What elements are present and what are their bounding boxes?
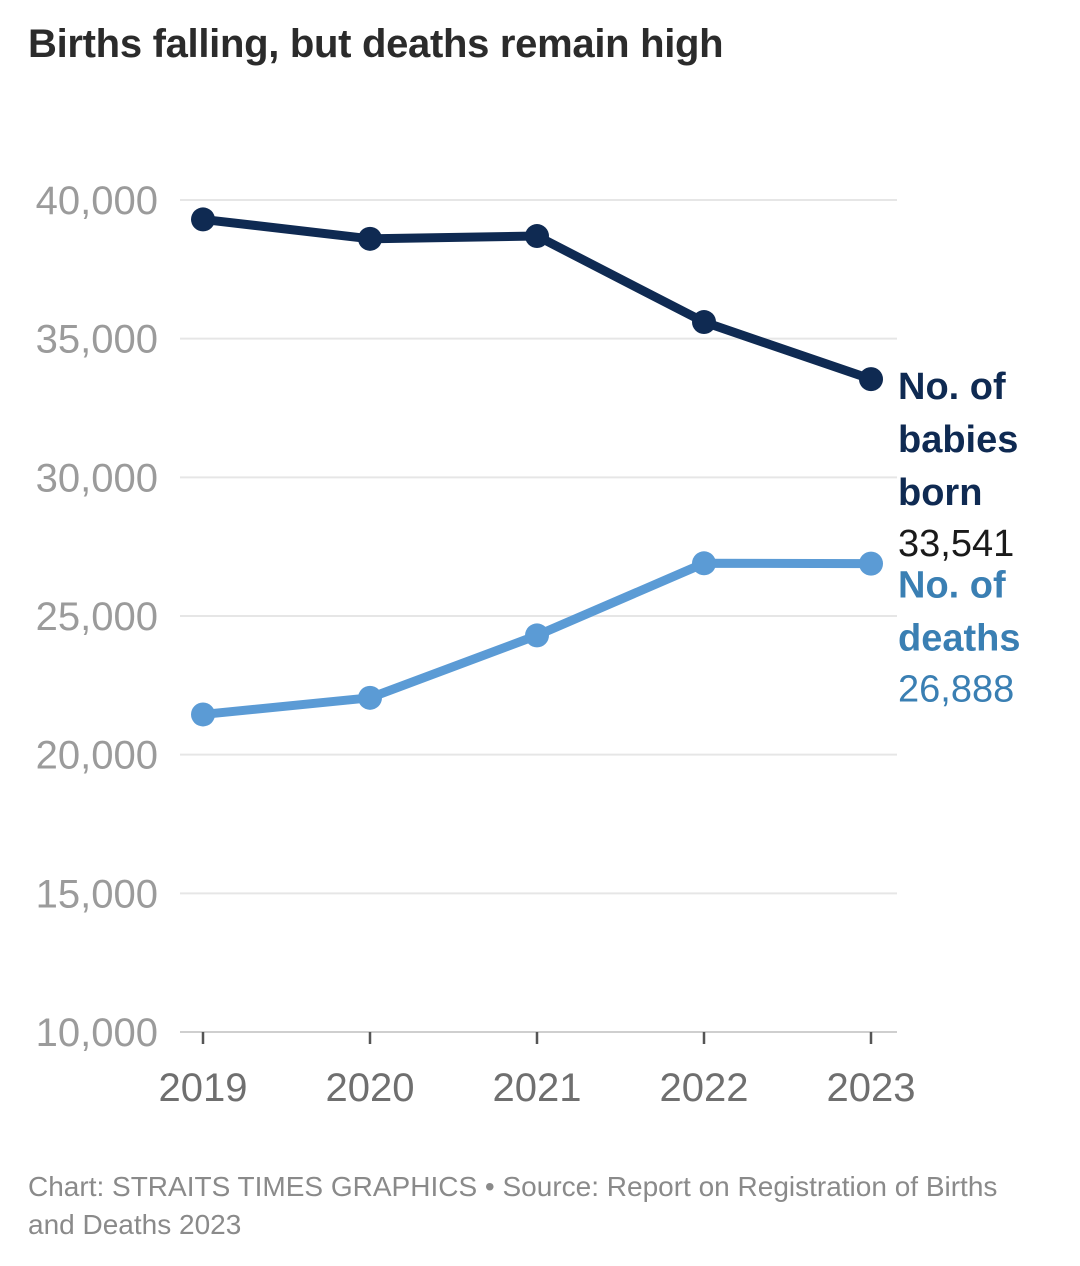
data-point [859, 551, 883, 576]
data-point [525, 224, 549, 249]
y-tick-label: 35,000 [36, 318, 158, 362]
x-tick-label: 2019 [159, 1066, 248, 1110]
y-tick-label: 15,000 [36, 872, 158, 916]
footer-separator: • [477, 1171, 503, 1202]
x-axis: 2019 2020 2021 2022 2023 [159, 1032, 916, 1110]
x-tick-label: 2021 [493, 1066, 582, 1110]
x-tick-label: 2020 [326, 1066, 415, 1110]
y-tick-label: 10,000 [36, 1011, 158, 1055]
series-label-line: No. of [898, 565, 1006, 607]
data-point [191, 702, 215, 727]
data-point [191, 207, 215, 232]
data-point [692, 551, 716, 576]
x-tick-label: 2023 [827, 1066, 916, 1110]
data-point [525, 623, 549, 648]
y-tick-label: 40,000 [36, 179, 158, 223]
series-end-value: 26,888 [898, 669, 1014, 711]
series-label-line: No. of [898, 366, 1006, 408]
chart-title: Births falling, but deaths remain high [28, 22, 724, 66]
y-tick-label: 30,000 [36, 456, 158, 500]
data-point [692, 310, 716, 335]
chart-credit: Chart: STRAITS TIMES GRAPHICS [28, 1171, 478, 1202]
series-label-line: babies [898, 419, 1018, 461]
chart-footer: Chart: STRAITS TIMES GRAPHICS • Source: … [28, 1168, 1028, 1244]
gridlines [180, 199, 897, 1033]
data-point [859, 367, 883, 392]
series-points [191, 207, 883, 727]
x-tick-label: 2022 [660, 1066, 749, 1110]
series-end-value: 33,541 [898, 523, 1014, 565]
data-point [358, 685, 382, 710]
line-chart: 10,000 15,000 20,000 25,000 30,000 35,000 40,0… [36, 179, 1021, 1110]
y-tick-label: 25,000 [36, 595, 158, 639]
data-point [358, 226, 382, 251]
series-label-line: born [898, 472, 982, 514]
y-tick-label: 20,000 [36, 734, 158, 778]
series-label-line: deaths [898, 618, 1020, 660]
y-axis: 10,000 15,000 20,000 25,000 30,000 35,000 40,0… [36, 179, 158, 1055]
chart-source: Source: Report on Registration of Births… [28, 1171, 998, 1240]
